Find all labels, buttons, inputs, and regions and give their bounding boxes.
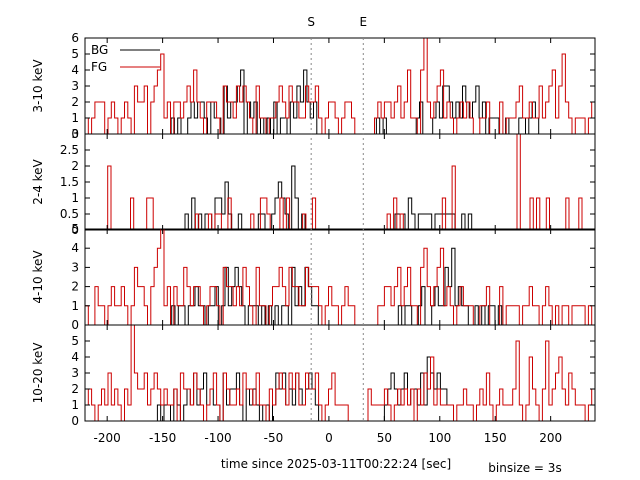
y-tick-label: 2 (71, 280, 79, 294)
legend: BG FG (91, 43, 160, 74)
y-tick-label: 2 (71, 382, 79, 396)
x-axis: -200 -150 -100 -50 0 50 100 150 200 (94, 431, 563, 445)
y-tick-label: 1 (71, 299, 79, 313)
y-tick-label: 0 (71, 414, 79, 428)
series-bg-line (85, 356, 595, 422)
x-tick-label: -100 (204, 431, 231, 445)
y-axis-label: 2-4 keV (31, 158, 45, 204)
y-tick-label: 0 (71, 223, 79, 237)
x-tick-label: -150 (149, 431, 176, 445)
y-axis-label: 3-10 keV (31, 59, 45, 113)
series-bg-line (85, 247, 595, 326)
x-axis-label: time since 2025-03-11T00:22:24 [sec] (221, 457, 451, 471)
series-fg-line (85, 324, 595, 422)
y-tick-label: 5 (71, 222, 79, 236)
x-tick-label: -200 (94, 431, 121, 445)
marker-label: E (359, 15, 367, 29)
legend-label-bg: BG (91, 43, 108, 57)
panel-1: 0 1 2 3 4 5 6 3-10 keV (31, 31, 596, 141)
x-tick-label: 200 (539, 431, 562, 445)
series-fg-line (85, 133, 595, 231)
y-tick-label: 6 (71, 31, 79, 45)
panel-frame (84, 133, 596, 231)
y-tick-label: 2.5 (60, 143, 79, 157)
y-tick-label: 3 (71, 127, 79, 141)
series-fg-line (85, 37, 595, 135)
panel-frame (84, 228, 596, 326)
y-tick-label: 3 (71, 260, 79, 274)
y-tick-label: 3 (71, 366, 79, 380)
x-tick-label: 50 (377, 431, 392, 445)
y-tick-label: 0.5 (60, 207, 79, 221)
x-tick-label: 0 (325, 431, 333, 445)
y-tick-label: 0 (71, 318, 79, 332)
series-bg-line (85, 165, 595, 231)
y-tick-label: 1.5 (60, 175, 79, 189)
panel-frame (84, 324, 596, 422)
y-axis-label: 10-20 keV (31, 342, 45, 404)
y-axis-label: 4-10 keV (31, 250, 45, 304)
y-tick-label: 2 (71, 159, 79, 173)
panel-4: 0 1 2 3 4 5 10-20 keV (31, 324, 596, 428)
panel-2: 0 0.5 1 1.5 2 2.5 3 2-4 keV (31, 127, 596, 237)
legend-label-fg: FG (91, 60, 107, 74)
y-tick-label: 0 (71, 127, 79, 141)
y-tick-label: 1 (71, 111, 79, 125)
y-tick-label: 5 (71, 334, 79, 348)
marker-label: S (307, 15, 315, 29)
y-tick-label: 1 (71, 191, 79, 205)
x-tick-label: 100 (428, 431, 451, 445)
binsize-label: binsize = 3s (488, 461, 561, 475)
y-tick-label: 2 (71, 95, 79, 109)
y-tick-label: 4 (71, 63, 79, 77)
x-tick-label: 150 (484, 431, 507, 445)
x-tick-label: -50 (264, 431, 284, 445)
y-tick-label: 1 (71, 398, 79, 412)
panels: 0 1 2 3 4 5 6 3-10 keV 0 0.5 1 1.5 2 2.5 3 2-4 keV 0 1 2 3 4… (31, 31, 596, 428)
y-tick-label: 5 (71, 47, 79, 61)
panel-3: 0 1 2 3 4 5 4-10 keV (31, 222, 596, 332)
y-tick-label: 4 (71, 350, 79, 364)
y-tick-label: 3 (71, 79, 79, 93)
y-tick-label: 4 (71, 241, 79, 255)
series-fg-line (85, 228, 595, 326)
